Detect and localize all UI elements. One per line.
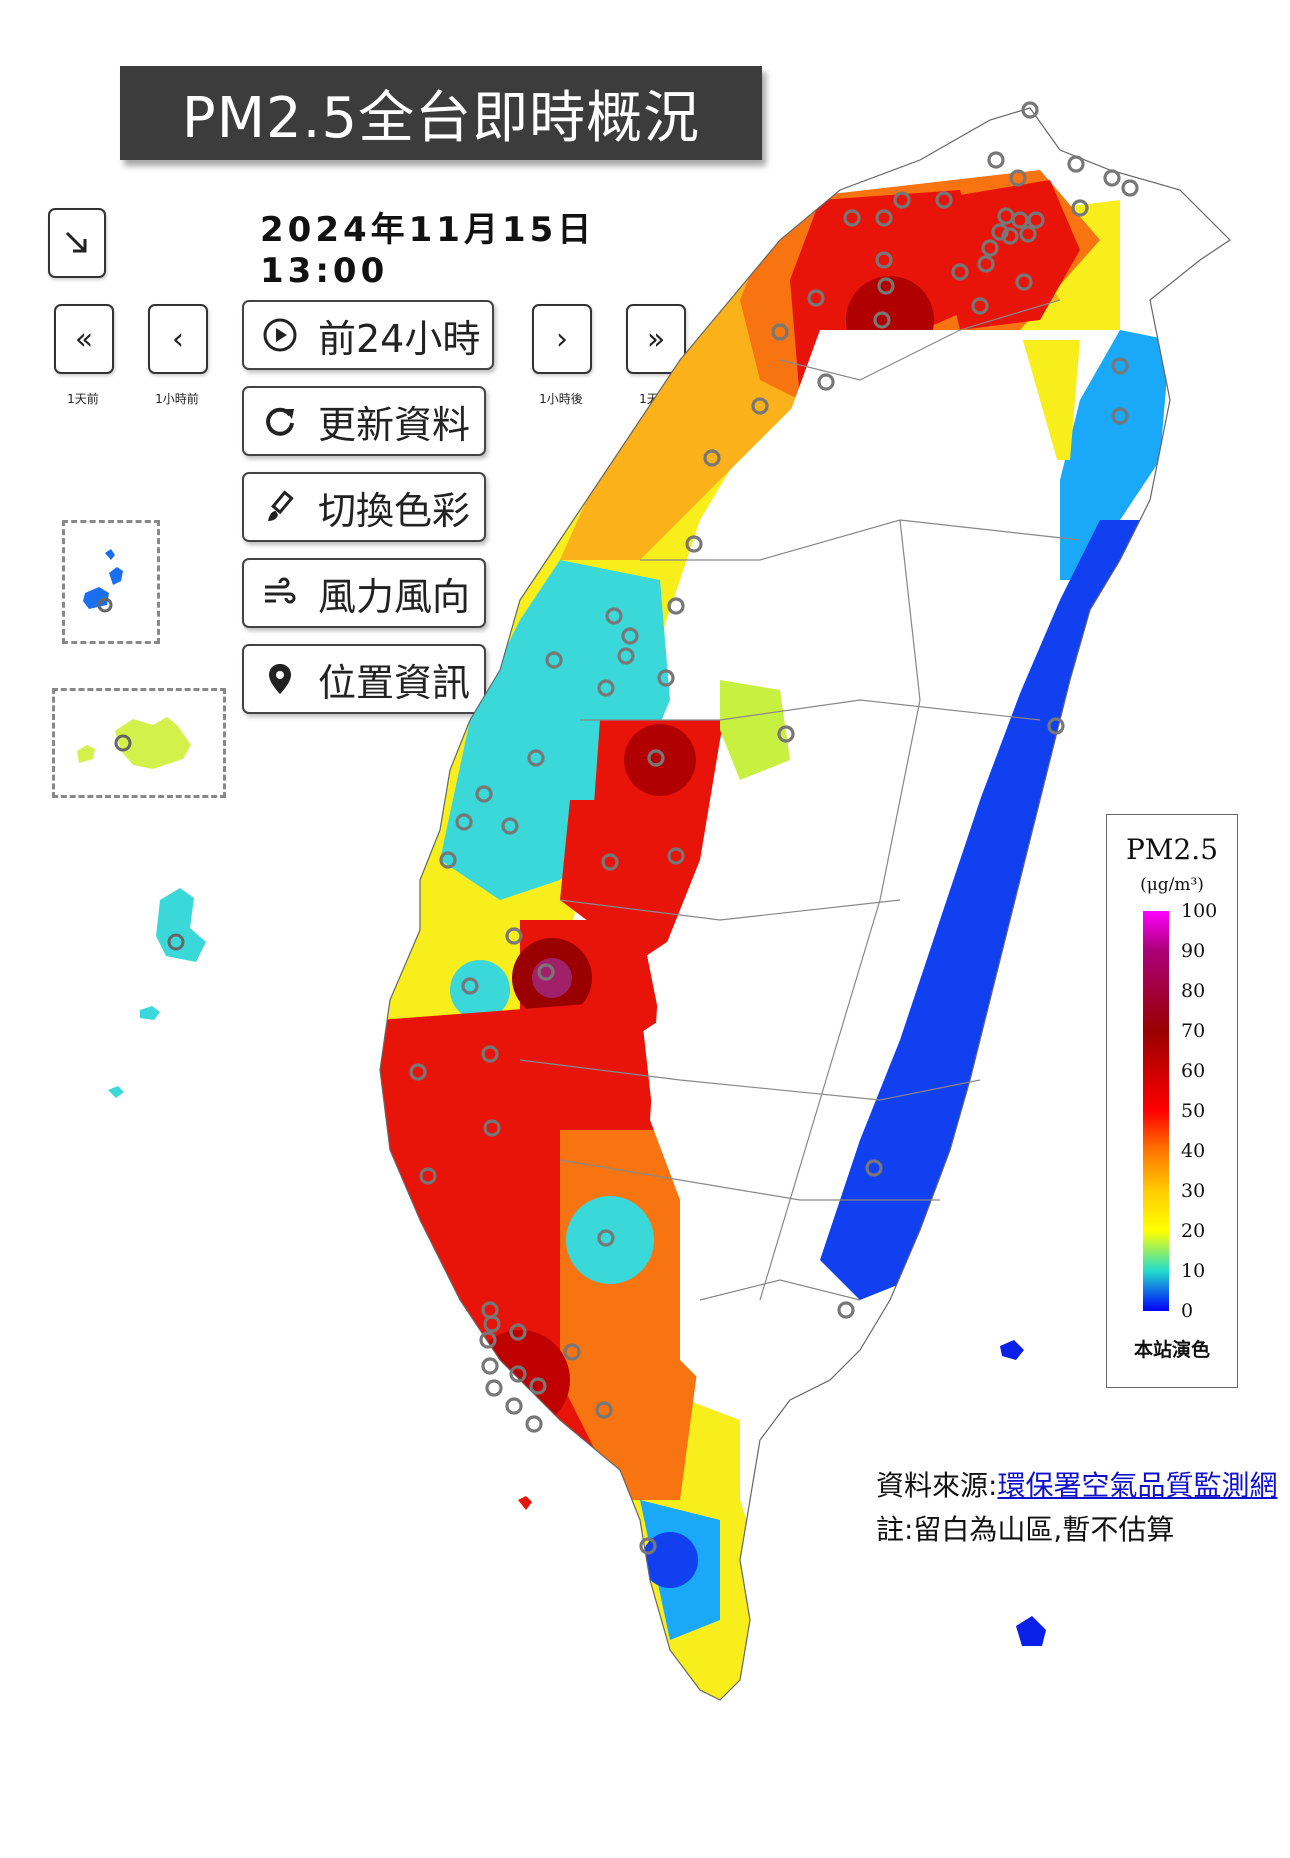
wind-button[interactable]: 風力風向	[242, 558, 486, 628]
legend-footer: 本站演色	[1133, 1339, 1210, 1361]
note-text: 註:留白為山區,暫不估算	[876, 1513, 1175, 1546]
wind-icon	[258, 571, 302, 615]
location-label: 位置資訊	[318, 660, 471, 705]
legend: PM2.5 (μg/m³) 100 90 80 70 60 50 40 30 2…	[1106, 814, 1238, 1388]
location-pin-icon	[258, 657, 302, 701]
legend-tick: 10	[1181, 1260, 1206, 1282]
hour-back-button[interactable]: ‹	[148, 304, 208, 374]
island-penghu-south	[140, 1006, 160, 1020]
region-yellow-yilan	[1020, 340, 1080, 460]
hotspot-yunlin	[512, 938, 592, 1018]
page-title: PM2.5全台即時概況	[181, 85, 701, 151]
title-banner: PM2.5全台即時概況	[120, 66, 762, 160]
legend-tick: 50	[1181, 1100, 1206, 1122]
double-chevron-right-icon: »	[646, 321, 666, 357]
double-chevron-left-icon: «	[74, 321, 94, 357]
legend-color-bar	[1143, 911, 1169, 1311]
mountain-whiteout	[650, 330, 1060, 1400]
blue-south-patch	[642, 1532, 698, 1588]
hotspot-yunlin-peak	[532, 958, 572, 998]
data-source-prefix: 資料來源:	[876, 1469, 998, 1502]
paintbrush-icon	[258, 485, 302, 529]
timestamp: 2024年11月15日13:00	[260, 210, 596, 291]
legend-tick: 90	[1181, 940, 1206, 962]
day-back-button[interactable]: «	[54, 304, 114, 374]
cyan-tainan-patch	[566, 1196, 654, 1284]
cyan-coastal-patch	[450, 960, 510, 1020]
refresh-icon	[258, 399, 302, 443]
wind-label: 風力風向	[318, 574, 471, 619]
lime-nantou-patch	[720, 680, 790, 780]
hotspot-taichung	[624, 724, 696, 796]
legend-tick: 70	[1181, 1020, 1206, 1042]
chevron-right-icon: ›	[556, 321, 568, 357]
inset-matsu	[62, 520, 160, 644]
region-red-southwest	[380, 1000, 700, 1500]
switch-color-label: 切換色彩	[318, 488, 471, 533]
hotspot-taoyuan	[846, 276, 934, 364]
hotspot-kaohsiung	[470, 1330, 570, 1430]
station-penghu	[167, 933, 185, 951]
legend-tick: 40	[1181, 1140, 1206, 1162]
data-source: 資料來源:環保署空氣品質監測網	[876, 1464, 1277, 1504]
day-forward-button[interactable]: »	[626, 304, 686, 374]
island-xiaoliuqiu	[518, 1496, 532, 1510]
inset-kinmen	[52, 688, 226, 798]
play-circle-icon	[258, 313, 302, 357]
legend-tick: 100	[1181, 900, 1218, 922]
refresh-button[interactable]: 更新資料	[242, 386, 486, 456]
region-sky-south	[640, 1500, 720, 1640]
legend-tick: 0	[1181, 1300, 1194, 1322]
island-orchid	[1016, 1616, 1046, 1646]
location-button[interactable]: 位置資訊	[242, 644, 486, 714]
day-forward-caption: 1天後	[639, 392, 671, 406]
legend-tick: 60	[1181, 1060, 1206, 1082]
hour-back-caption: 1小時前	[155, 392, 199, 406]
region-red-changhua	[560, 800, 720, 960]
legend-title: PM2.5	[1125, 833, 1219, 866]
legend-tick: 80	[1181, 980, 1206, 1002]
switch-color-button[interactable]: 切換色彩	[242, 472, 486, 542]
region-red-taichung	[590, 720, 740, 900]
play-24h-label: 前24小時	[318, 316, 481, 361]
collapse-panel-button[interactable]	[48, 208, 106, 278]
island-penghu-small	[108, 1086, 124, 1098]
region-orange-south	[560, 1130, 700, 1500]
legend-tick: 30	[1181, 1180, 1206, 1202]
region-yellow-tip	[640, 1500, 760, 1700]
legend-tick: 20	[1181, 1220, 1206, 1242]
arrow-down-right-icon	[65, 231, 87, 253]
region-red-yunlin	[520, 920, 660, 1060]
refresh-label: 更新資料	[318, 402, 471, 447]
region-red-taoyuan	[790, 190, 990, 420]
region-orange-north	[740, 170, 1100, 410]
island-green	[1000, 1340, 1024, 1360]
legend-unit: (μg/m³)	[1140, 875, 1204, 895]
monitoring-stations	[409, 101, 1139, 1555]
data-source-link[interactable]: 環保署空氣品質監測網	[997, 1469, 1278, 1502]
play-24h-button[interactable]: 前24小時	[242, 300, 494, 370]
hour-forward-button[interactable]: ›	[532, 304, 592, 374]
county-boundaries	[379, 107, 1231, 1701]
island-penghu	[156, 888, 206, 962]
region-red-taipei	[930, 180, 1080, 330]
day-back-caption: 1天前	[67, 392, 99, 406]
chevron-left-icon: ‹	[172, 321, 184, 357]
region-sky-yilan	[1040, 330, 1170, 580]
hour-forward-caption: 1小時後	[539, 392, 583, 406]
